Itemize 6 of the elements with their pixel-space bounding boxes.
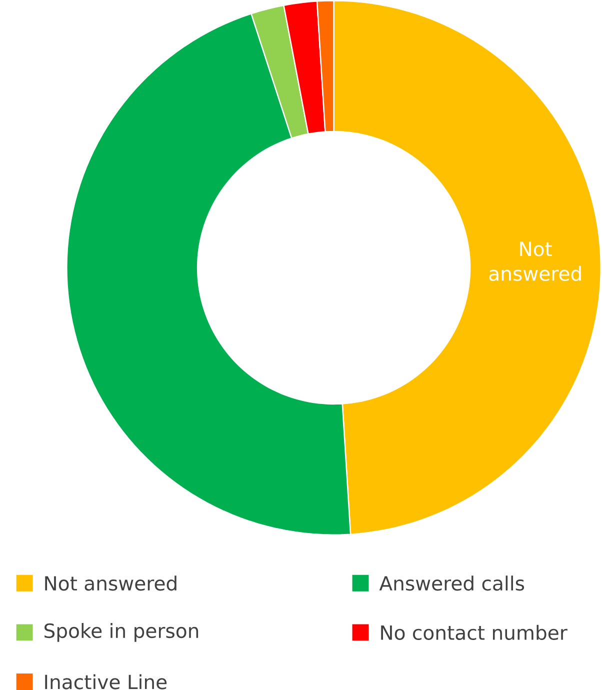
legend-label: No contact number xyxy=(381,624,568,640)
legend-label: Spoke in person xyxy=(44,623,198,642)
legend-label: Not answered xyxy=(45,576,177,591)
text: Not answered xyxy=(490,242,582,281)
legend-label: Inactive Line xyxy=(45,674,167,690)
legend-label: Answered calls xyxy=(380,576,524,591)
